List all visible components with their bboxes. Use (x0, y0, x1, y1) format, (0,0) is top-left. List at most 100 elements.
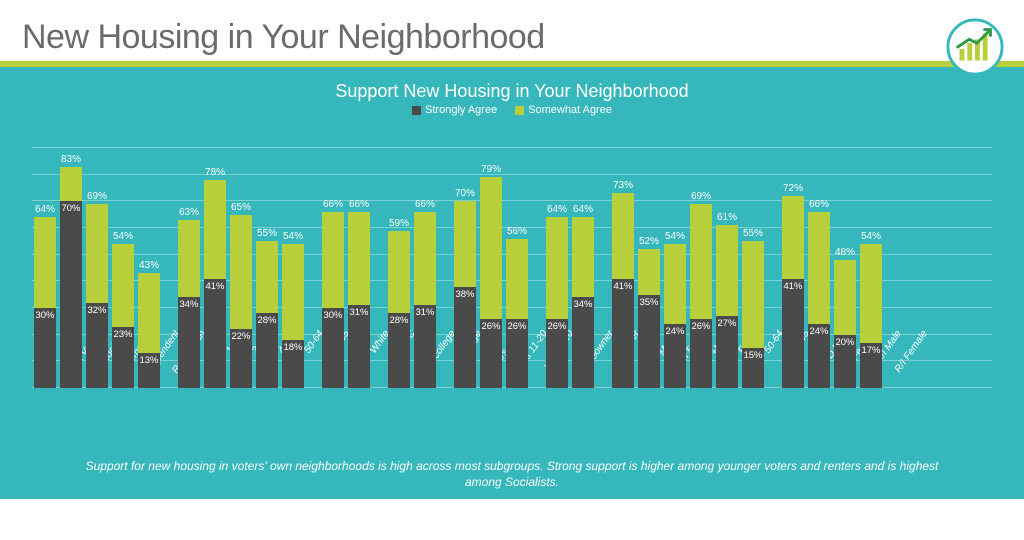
seg-somewhat (572, 217, 594, 297)
bar: 70%38%1-10 years (454, 201, 476, 388)
seg-strong: 22% (230, 329, 252, 388)
chart-title: Support New Housing in Your Neighborhood (335, 81, 688, 102)
seg-somewhat (860, 244, 882, 343)
total-label: 61% (717, 212, 737, 223)
bar-stack: 34% (178, 220, 200, 388)
bar-stack: 41% (204, 180, 226, 388)
logo (946, 18, 1004, 76)
seg-somewhat (480, 177, 502, 318)
bar-stack: 26% (546, 217, 568, 388)
total-label: 64% (35, 204, 55, 215)
bar-stack: 17% (860, 244, 882, 388)
seg-strong: 30% (322, 308, 344, 388)
bar: 55%15%F 65+ (742, 241, 764, 388)
bar-stack: 27% (716, 225, 738, 388)
seg-strong: 31% (348, 305, 370, 388)
group-education: 59%28%Non-college66%31%College+ (386, 212, 438, 388)
bar-stack: 24% (664, 244, 686, 388)
strong-label: 15% (743, 350, 762, 361)
total-label: 73% (613, 180, 633, 191)
total-label: 54% (283, 231, 303, 242)
strong-label: 41% (613, 281, 632, 292)
group-age: 63%34%18-2978%41%30-3965%22%40-4955%28%5… (176, 180, 306, 388)
bar: 66%31%POC (348, 212, 370, 388)
total-label: 66% (323, 199, 343, 210)
bar-stack: 26% (690, 204, 712, 388)
strong-label: 41% (205, 281, 224, 292)
seg-somewhat (690, 204, 712, 319)
strong-label: 20% (835, 337, 854, 348)
bar-stack: 35% (638, 249, 660, 388)
seg-strong: 41% (612, 279, 634, 388)
bar-stack: 31% (414, 212, 436, 388)
total-label: 43% (139, 260, 159, 271)
strong-label: 26% (481, 321, 500, 332)
seg-somewhat (808, 212, 830, 324)
seg-strong: 28% (256, 313, 278, 388)
seg-somewhat (112, 244, 134, 327)
group-own-rent: 64%26%Homeowner64%34%Renter (544, 217, 596, 388)
total-label: 66% (415, 199, 435, 210)
bar-stack: 70% (60, 167, 82, 388)
swatch-somewhat (515, 106, 524, 115)
bar-stack: 18% (282, 244, 304, 388)
strong-label: 23% (113, 329, 132, 340)
seg-strong: 26% (480, 319, 502, 388)
bar: 64%26%Homeowner (546, 217, 568, 388)
seg-strong: 24% (808, 324, 830, 388)
footnote: Support for new housing in voters' own n… (72, 458, 952, 490)
bar-stack: 38% (454, 201, 476, 388)
strong-label: 13% (139, 355, 158, 366)
total-label: 55% (743, 228, 763, 239)
seg-strong: 32% (86, 303, 108, 388)
strong-label: 34% (573, 299, 592, 310)
seg-strong: 26% (506, 319, 528, 388)
bar: 73%41%M <50 (612, 193, 634, 388)
seg-somewhat (34, 217, 56, 308)
total-label: 64% (573, 204, 593, 215)
seg-somewhat (282, 244, 304, 340)
seg-strong: 17% (860, 343, 882, 388)
total-label: 83% (61, 154, 81, 165)
chart-panel: Support New Housing in Your Neighborhood… (0, 67, 1024, 499)
bar: 54%24%M 65+ (664, 244, 686, 388)
strong-label: 27% (717, 318, 736, 329)
strong-label: 70% (61, 203, 80, 214)
seg-somewhat (546, 217, 568, 318)
strong-label: 26% (507, 321, 526, 332)
total-label: 48% (835, 247, 855, 258)
seg-somewhat (178, 220, 200, 297)
seg-somewhat (60, 167, 82, 202)
strong-label: 28% (257, 315, 276, 326)
strong-label: 35% (639, 297, 658, 308)
bar-stack: 30% (322, 212, 344, 388)
bar: 65%22%40-49 (230, 215, 252, 388)
seg-strong: 15% (742, 348, 764, 388)
bar-stack: 24% (808, 212, 830, 388)
group-race: 66%30%White66%31%POC (320, 212, 372, 388)
seg-somewhat (348, 212, 370, 305)
seg-somewhat (742, 241, 764, 348)
bar-stack: 28% (256, 241, 278, 388)
bar: 48%20%R/I Male (834, 260, 856, 388)
bars-container: 64%30%All Voters83%70%Socialist69%32%Dem… (32, 148, 992, 388)
bar: 66%31%College+ (414, 212, 436, 388)
strong-label: 26% (691, 321, 710, 332)
bar: 43%13%Republican (138, 273, 160, 388)
seg-strong: 34% (178, 297, 200, 388)
seg-strong: 35% (638, 295, 660, 388)
bar: 78%41%30-39 (204, 180, 226, 388)
seg-somewhat (322, 212, 344, 308)
seg-strong: 34% (572, 297, 594, 388)
total-label: 69% (691, 191, 711, 202)
bar: 69%26%F <50 (690, 204, 712, 388)
legend-item-somewhat: Somewhat Agree (515, 104, 612, 116)
seg-strong: 30% (34, 308, 56, 388)
strong-label: 18% (283, 342, 302, 353)
seg-somewhat (664, 244, 686, 324)
total-label: 66% (809, 199, 829, 210)
legend-label-strong: Strongly Agree (425, 104, 497, 116)
total-label: 63% (179, 207, 199, 218)
bar-stack: 22% (230, 215, 252, 388)
total-label: 69% (87, 191, 107, 202)
